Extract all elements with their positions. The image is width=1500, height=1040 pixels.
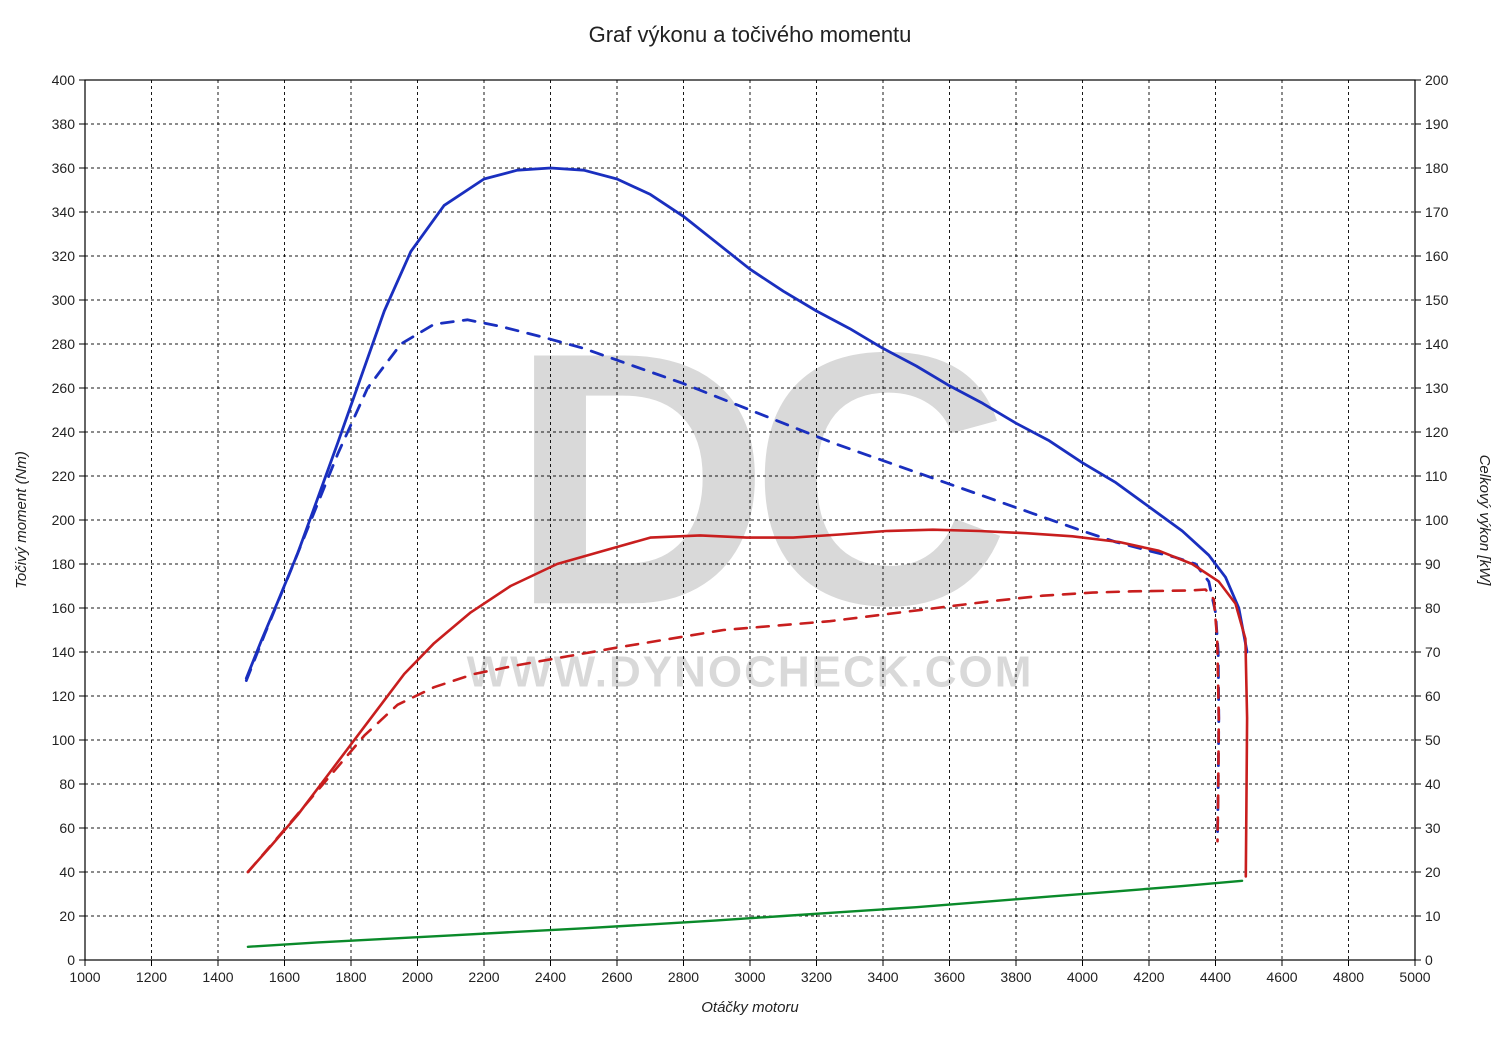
y-right-tick-label: 120 bbox=[1425, 424, 1449, 440]
y-left-tick-label: 120 bbox=[52, 688, 76, 704]
y-right-tick-label: 200 bbox=[1425, 72, 1449, 88]
y-left-tick-label: 60 bbox=[59, 820, 75, 836]
svg-text:WWW.DYNOCHECK.COM: WWW.DYNOCHECK.COM bbox=[467, 647, 1034, 696]
y-left-tick-label: 20 bbox=[59, 908, 75, 924]
x-tick-label: 5000 bbox=[1399, 969, 1430, 985]
x-tick-label: 3200 bbox=[801, 969, 832, 985]
y-left-tick-label: 300 bbox=[52, 292, 76, 308]
svg-text:DC: DC bbox=[510, 278, 1003, 680]
y-left-tick-label: 180 bbox=[52, 556, 76, 572]
x-tick-label: 1600 bbox=[269, 969, 300, 985]
y-right-tick-label: 90 bbox=[1425, 556, 1441, 572]
x-tick-label: 1400 bbox=[202, 969, 233, 985]
x-tick-label: 2600 bbox=[601, 969, 632, 985]
y-right-tick-label: 150 bbox=[1425, 292, 1449, 308]
y-right-tick-label: 130 bbox=[1425, 380, 1449, 396]
x-tick-label: 3800 bbox=[1000, 969, 1031, 985]
x-tick-label: 2000 bbox=[402, 969, 433, 985]
y-left-tick-label: 240 bbox=[52, 424, 76, 440]
x-tick-label: 1200 bbox=[136, 969, 167, 985]
grid bbox=[85, 80, 1415, 960]
y-left-tick-label: 160 bbox=[52, 600, 76, 616]
y-left-tick-label: 400 bbox=[52, 72, 76, 88]
x-tick-label: 3000 bbox=[734, 969, 765, 985]
x-tick-label: 2200 bbox=[468, 969, 499, 985]
y-right-tick-label: 60 bbox=[1425, 688, 1441, 704]
y-left-tick-label: 360 bbox=[52, 160, 76, 176]
y-left-tick-label: 40 bbox=[59, 864, 75, 880]
x-axis-label: Otáčky motoru bbox=[701, 999, 799, 1016]
y-left-tick-label: 100 bbox=[52, 732, 76, 748]
y-left-tick-label: 140 bbox=[52, 644, 76, 660]
x-tick-label: 4600 bbox=[1266, 969, 1297, 985]
y-left-tick-label: 280 bbox=[52, 336, 76, 352]
y-right-tick-label: 10 bbox=[1425, 908, 1441, 924]
x-tick-label: 3600 bbox=[934, 969, 965, 985]
y-right-tick-label: 20 bbox=[1425, 864, 1441, 880]
x-tick-label: 2400 bbox=[535, 969, 566, 985]
x-tick-label: 4400 bbox=[1200, 969, 1231, 985]
y-right-tick-label: 190 bbox=[1425, 116, 1449, 132]
y-right-tick-label: 140 bbox=[1425, 336, 1449, 352]
y-right-tick-label: 160 bbox=[1425, 248, 1449, 264]
y-right-tick-label: 170 bbox=[1425, 204, 1449, 220]
y-right-tick-label: 0 bbox=[1425, 952, 1433, 968]
chart-container: Graf výkonu a točivého momentu DCWWW.DYN… bbox=[0, 0, 1500, 1040]
y-left-tick-label: 200 bbox=[52, 512, 76, 528]
x-tick-label: 3400 bbox=[867, 969, 898, 985]
y-right-tick-label: 180 bbox=[1425, 160, 1449, 176]
y-left-tick-label: 260 bbox=[52, 380, 76, 396]
y-left-tick-label: 380 bbox=[52, 116, 76, 132]
y-right-tick-label: 70 bbox=[1425, 644, 1441, 660]
y-right-tick-label: 40 bbox=[1425, 776, 1441, 792]
x-tick-label: 2800 bbox=[668, 969, 699, 985]
y-right-tick-label: 80 bbox=[1425, 600, 1441, 616]
y-left-tick-label: 320 bbox=[52, 248, 76, 264]
y-left-tick-label: 220 bbox=[52, 468, 76, 484]
dyno-chart: DCWWW.DYNOCHECK.COM100012001400160018002… bbox=[0, 0, 1500, 1040]
x-tick-label: 1800 bbox=[335, 969, 366, 985]
x-tick-label: 4200 bbox=[1133, 969, 1164, 985]
y-right-axis-label: Celkový výkon [kW] bbox=[1476, 455, 1493, 587]
y-right-tick-label: 50 bbox=[1425, 732, 1441, 748]
y-left-axis-label: Točivý moment (Nm) bbox=[13, 451, 30, 589]
x-tick-label: 1000 bbox=[69, 969, 100, 985]
series-drag-power bbox=[248, 881, 1242, 947]
x-tick-label: 4800 bbox=[1333, 969, 1364, 985]
y-left-tick-label: 0 bbox=[67, 952, 75, 968]
y-right-tick-label: 30 bbox=[1425, 820, 1441, 836]
y-left-tick-label: 80 bbox=[59, 776, 75, 792]
x-tick-label: 4000 bbox=[1067, 969, 1098, 985]
y-left-tick-label: 340 bbox=[52, 204, 76, 220]
y-right-tick-label: 110 bbox=[1425, 468, 1448, 484]
y-right-tick-label: 100 bbox=[1425, 512, 1449, 528]
